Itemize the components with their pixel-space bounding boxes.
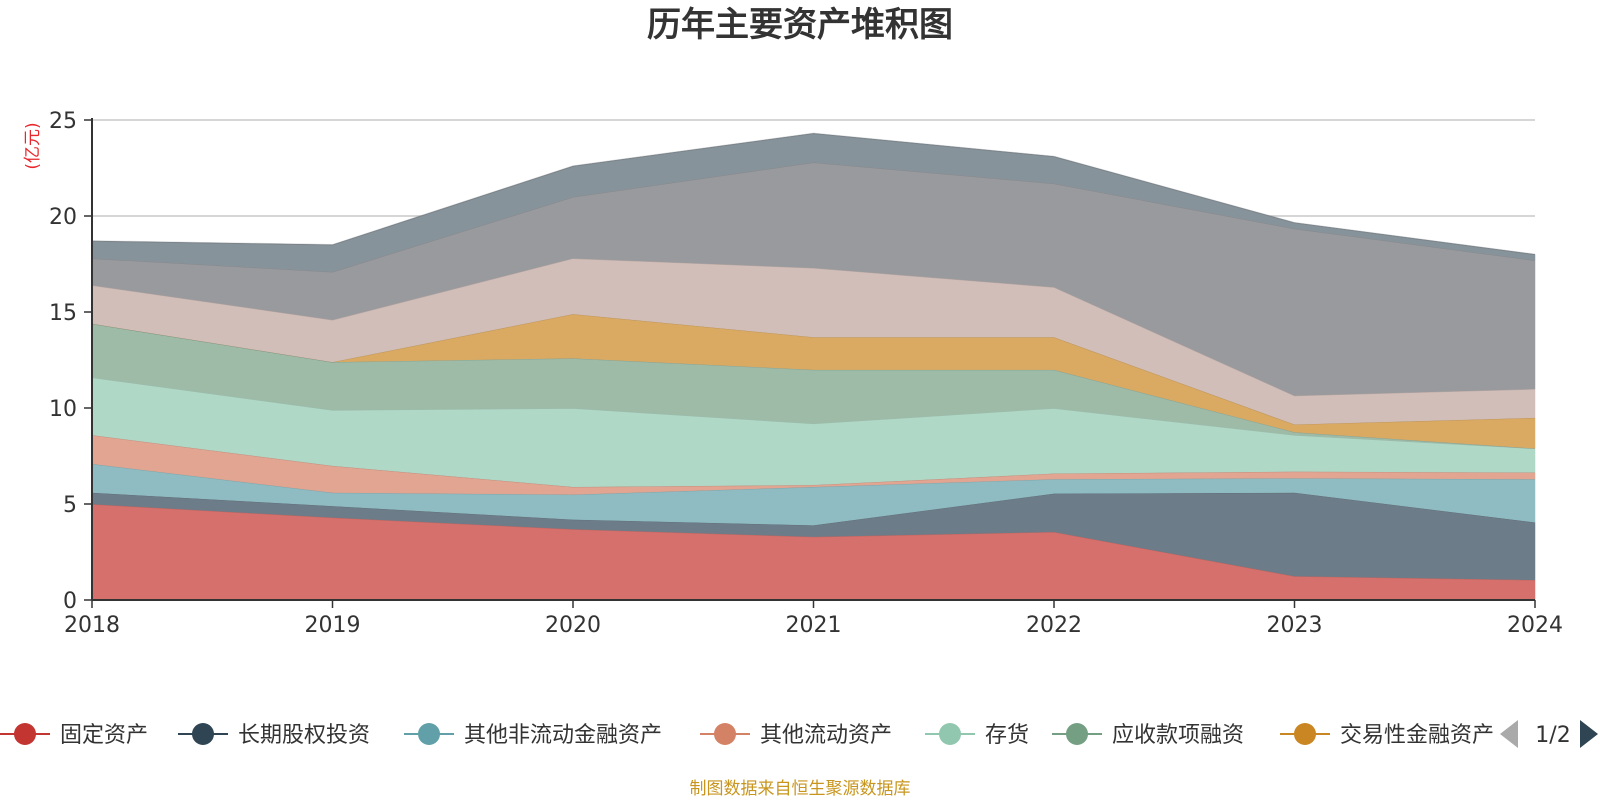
area-series-group bbox=[91, 132, 1536, 601]
x-tick-label: 2018 bbox=[64, 613, 120, 638]
legend-circle-marker bbox=[1294, 723, 1316, 745]
legend-item-2[interactable]: 长期股权投资 bbox=[178, 723, 370, 748]
legend-label: 应收款项融资 bbox=[1112, 723, 1244, 748]
x-tick-label: 2024 bbox=[1507, 613, 1563, 638]
y-tick-label: 5 bbox=[63, 493, 77, 518]
x-tick-label: 2022 bbox=[1026, 613, 1082, 638]
axes: 0 5 10 15 20 25 2018 2019 2020 2021 2022 2023 2024 bbox=[49, 109, 1563, 638]
legend-next-page-icon[interactable] bbox=[1580, 720, 1598, 748]
legend-label: 其他流动资产 bbox=[760, 723, 892, 748]
legend[interactable]: 固定资产 长期股权投资 其他非流动金融资产 其他流动资产 存货 应收款项融资 交易性金融资产… bbox=[0, 720, 1598, 748]
x-tick-label: 2023 bbox=[1267, 613, 1323, 638]
y-tick-label: 0 bbox=[63, 589, 77, 614]
chart-title: 历年主要资产堆积图 bbox=[647, 5, 953, 45]
y-tick-label: 10 bbox=[49, 397, 77, 422]
legend-label: 固定资产 bbox=[60, 723, 148, 748]
legend-circle-marker bbox=[192, 723, 214, 745]
legend-label: 存货 bbox=[985, 723, 1029, 748]
legend-item-7[interactable]: 交易性金融资产 bbox=[1280, 723, 1494, 748]
x-tick-label: 2020 bbox=[545, 613, 601, 638]
x-tick-label: 2019 bbox=[305, 613, 361, 638]
legend-item-4[interactable]: 其他流动资产 bbox=[700, 723, 892, 748]
area-series-10 bbox=[91, 133, 1536, 272]
source-note: 制图数据来自恒生聚源数据库 bbox=[690, 779, 911, 799]
x-tick-label: 2021 bbox=[786, 613, 842, 638]
y-tick-label: 20 bbox=[49, 205, 77, 230]
area-edge-10 bbox=[91, 132, 1536, 256]
legend-circle-marker bbox=[714, 723, 736, 745]
y-tick-label: 25 bbox=[49, 109, 77, 134]
legend-label: 交易性金融资产 bbox=[1340, 723, 1494, 748]
legend-label: 长期股权投资 bbox=[238, 723, 370, 748]
legend-item-6[interactable]: 应收款项融资 bbox=[1052, 723, 1244, 748]
legend-item-1[interactable]: 固定资产 bbox=[0, 723, 148, 748]
y-tick-label: 15 bbox=[49, 301, 77, 326]
y-axis-unit-label: (亿元) bbox=[23, 122, 43, 169]
legend-circle-marker bbox=[1066, 723, 1088, 745]
legend-page-indicator: 1/2 bbox=[1535, 723, 1570, 748]
legend-circle-marker bbox=[418, 723, 440, 745]
legend-circle-marker bbox=[14, 723, 36, 745]
legend-prev-page-icon[interactable] bbox=[1500, 720, 1518, 748]
legend-item-3[interactable]: 其他非流动金融资产 bbox=[404, 723, 662, 748]
legend-label: 其他非流动金融资产 bbox=[464, 723, 662, 748]
legend-item-5[interactable]: 存货 bbox=[925, 723, 1029, 748]
legend-circle-marker bbox=[939, 723, 961, 745]
